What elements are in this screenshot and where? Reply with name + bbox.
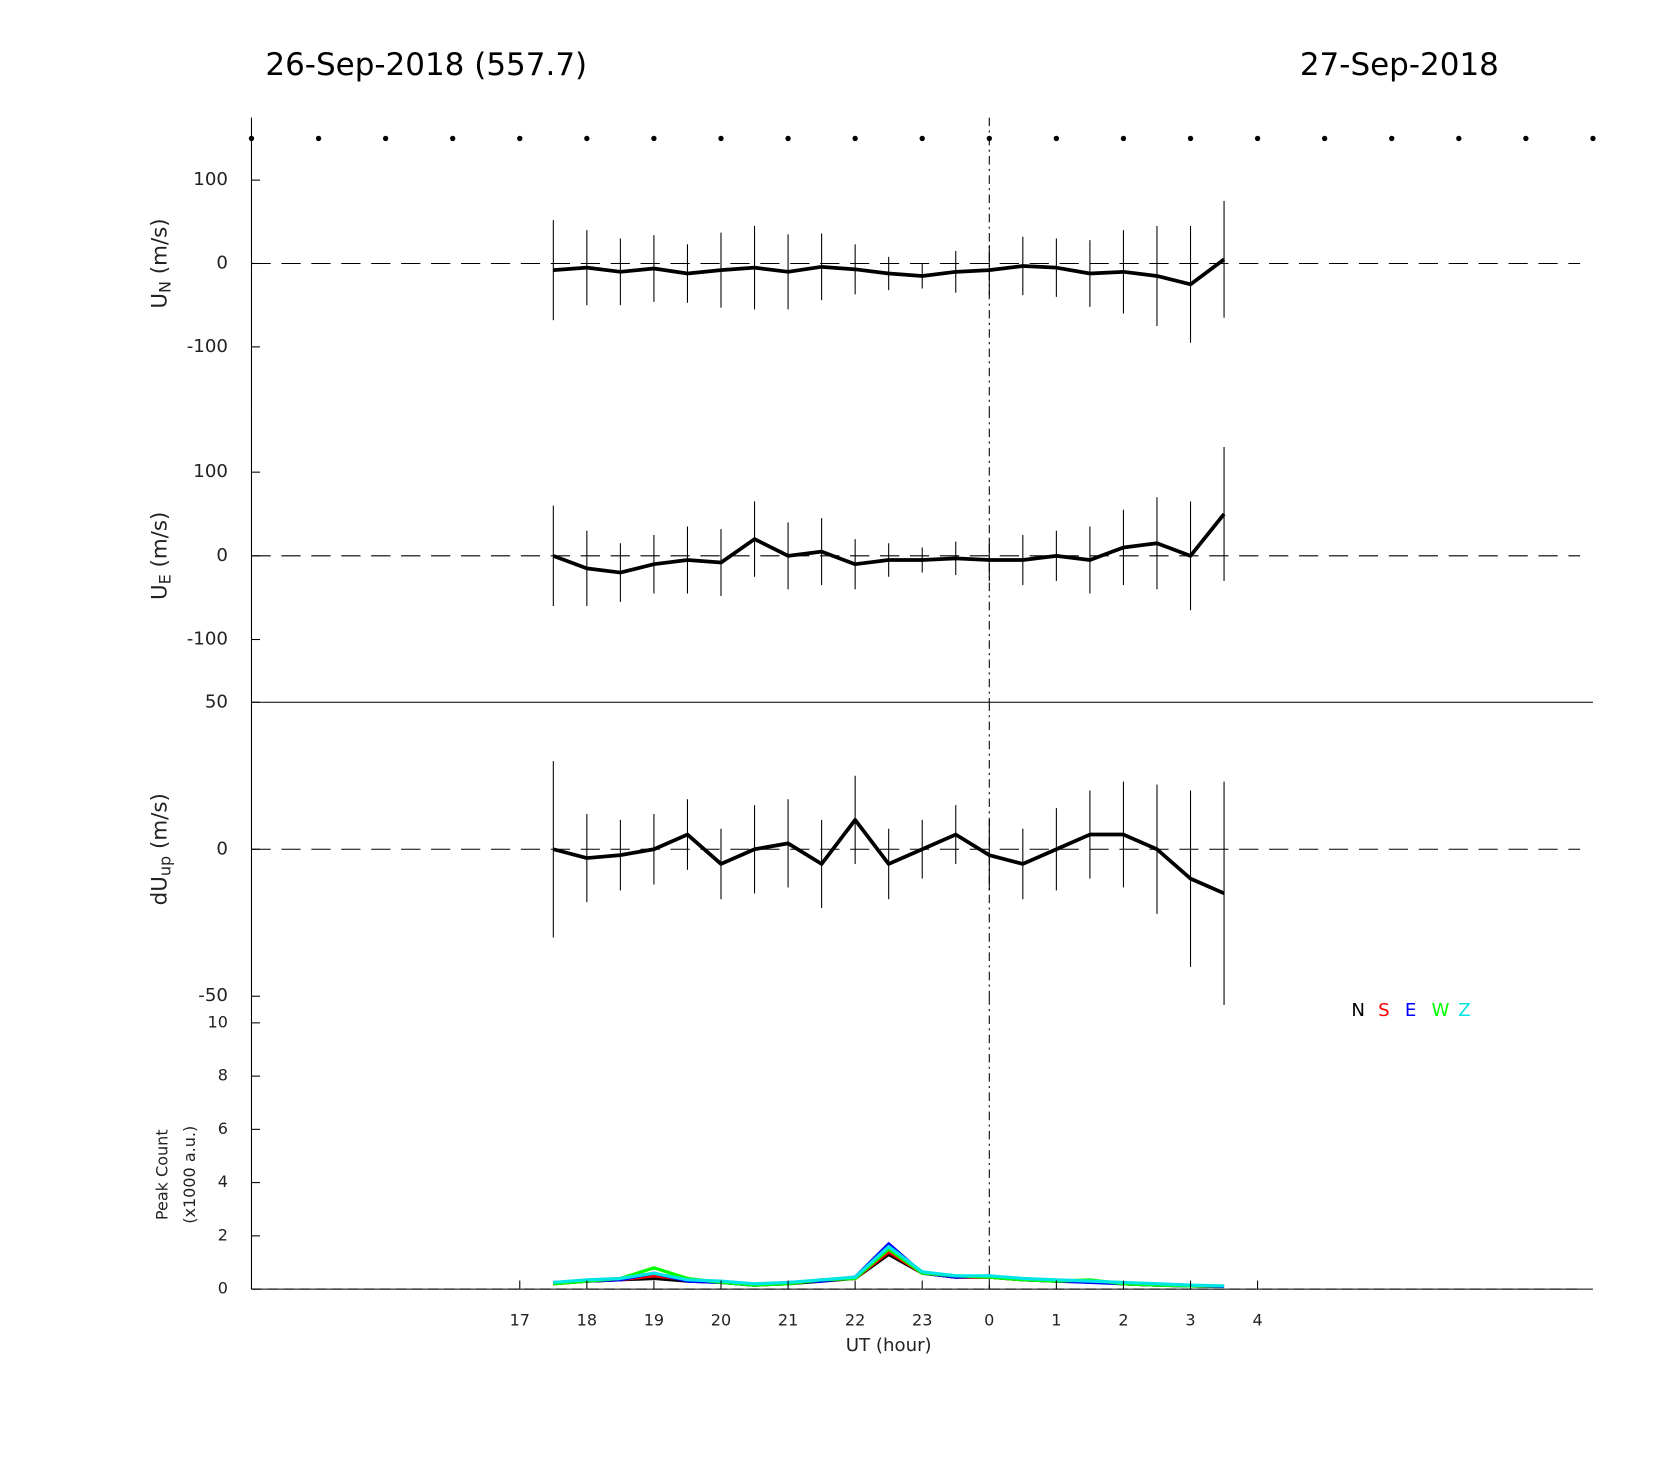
y-tick-label: 100 bbox=[193, 169, 228, 190]
x-tick-label: 23 bbox=[912, 1311, 932, 1330]
y-tick-label: -100 bbox=[187, 629, 228, 650]
hour-mark bbox=[382, 135, 389, 142]
y-axis-label-part: E bbox=[156, 574, 175, 584]
hour-mark bbox=[450, 135, 456, 142]
data-line bbox=[553, 257, 1226, 287]
data-line bbox=[552, 817, 1225, 896]
hour-mark bbox=[852, 135, 858, 142]
hour-mark bbox=[986, 135, 992, 142]
series-line bbox=[553, 1244, 1225, 1288]
hour-mark bbox=[1120, 135, 1127, 142]
y-axis-label-part: up bbox=[156, 856, 175, 876]
title-right: 27-Sep-2018 bbox=[1300, 47, 1499, 83]
y-tick-label: 50 bbox=[205, 691, 228, 712]
hour-mark bbox=[1456, 135, 1462, 142]
legend-entry: Z bbox=[1458, 1000, 1470, 1021]
legend-entry: N bbox=[1351, 1000, 1365, 1021]
y-axis-label-part: (m/s) bbox=[148, 793, 173, 856]
x-axis-label: UT (hour) bbox=[846, 1335, 932, 1356]
y-axis-label: dUup (m/s) bbox=[148, 793, 175, 905]
y-tick-label: 0 bbox=[216, 252, 228, 273]
x-tick-label: 2 bbox=[1118, 1311, 1128, 1330]
x-tick-label: 20 bbox=[711, 1311, 731, 1330]
hour-mark bbox=[651, 135, 657, 142]
x-tick-label: 0 bbox=[984, 1311, 994, 1330]
x-tick-label: 22 bbox=[845, 1311, 865, 1330]
hour-mark bbox=[1523, 135, 1529, 142]
legend-entry: W bbox=[1432, 1000, 1450, 1021]
hour-mark bbox=[1254, 135, 1261, 142]
hour-mark bbox=[584, 135, 590, 142]
y-axis-label-part: U bbox=[148, 584, 173, 600]
hour-mark bbox=[1590, 135, 1596, 142]
y-tick-label: 10 bbox=[208, 1012, 228, 1031]
y-axis-label-part: dU bbox=[148, 876, 173, 905]
hour-mark bbox=[919, 135, 925, 142]
hour-mark bbox=[785, 135, 791, 142]
hour-mark bbox=[1389, 135, 1395, 142]
y-tick-label: 8 bbox=[218, 1066, 228, 1085]
hour-mark bbox=[718, 135, 724, 142]
x-tick-label: 1 bbox=[1051, 1311, 1061, 1330]
legend-entry: E bbox=[1405, 1000, 1416, 1021]
y-tick-label: -50 bbox=[198, 985, 228, 1006]
x-tick-label: 21 bbox=[778, 1311, 798, 1330]
x-tick-label: 18 bbox=[577, 1311, 597, 1330]
legend-entry: S bbox=[1378, 1000, 1390, 1021]
x-tick-label: 3 bbox=[1185, 1311, 1195, 1330]
y-axis-label-part: (m/s) bbox=[148, 218, 173, 281]
hour-mark bbox=[1321, 135, 1328, 142]
y-tick-label: 0 bbox=[216, 545, 228, 566]
y-axis-label-part: (m/s) bbox=[148, 512, 173, 575]
y-tick-label: 0 bbox=[216, 838, 228, 859]
y-tick-label: 4 bbox=[218, 1172, 228, 1191]
data-line bbox=[552, 512, 1226, 575]
hour-mark bbox=[1053, 135, 1060, 142]
x-tick-label: 17 bbox=[510, 1311, 530, 1330]
y-tick-label: 100 bbox=[193, 461, 228, 482]
x-tick-label: 4 bbox=[1252, 1311, 1262, 1330]
hour-mark bbox=[517, 135, 523, 142]
y-axis-label: UN (m/s) bbox=[148, 218, 175, 308]
y-tick-label: 2 bbox=[218, 1225, 228, 1244]
y-axis-label: (x1000 a.u.) bbox=[180, 1126, 199, 1224]
y-axis-label-part: N bbox=[156, 281, 175, 293]
x-tick-label: 19 bbox=[644, 1311, 664, 1330]
hour-mark bbox=[248, 135, 255, 142]
title-left: 26-Sep-2018 (557.7) bbox=[265, 47, 587, 83]
hour-mark bbox=[315, 135, 322, 142]
y-tick-label: -100 bbox=[187, 336, 228, 357]
y-tick-label: 6 bbox=[218, 1119, 228, 1138]
hour-mark bbox=[1187, 135, 1194, 142]
y-axis-label: Peak Count bbox=[152, 1129, 171, 1220]
y-axis-label: UE (m/s) bbox=[148, 512, 175, 600]
y-tick-label: 0 bbox=[218, 1279, 228, 1298]
y-axis-label-part: U bbox=[148, 293, 173, 309]
